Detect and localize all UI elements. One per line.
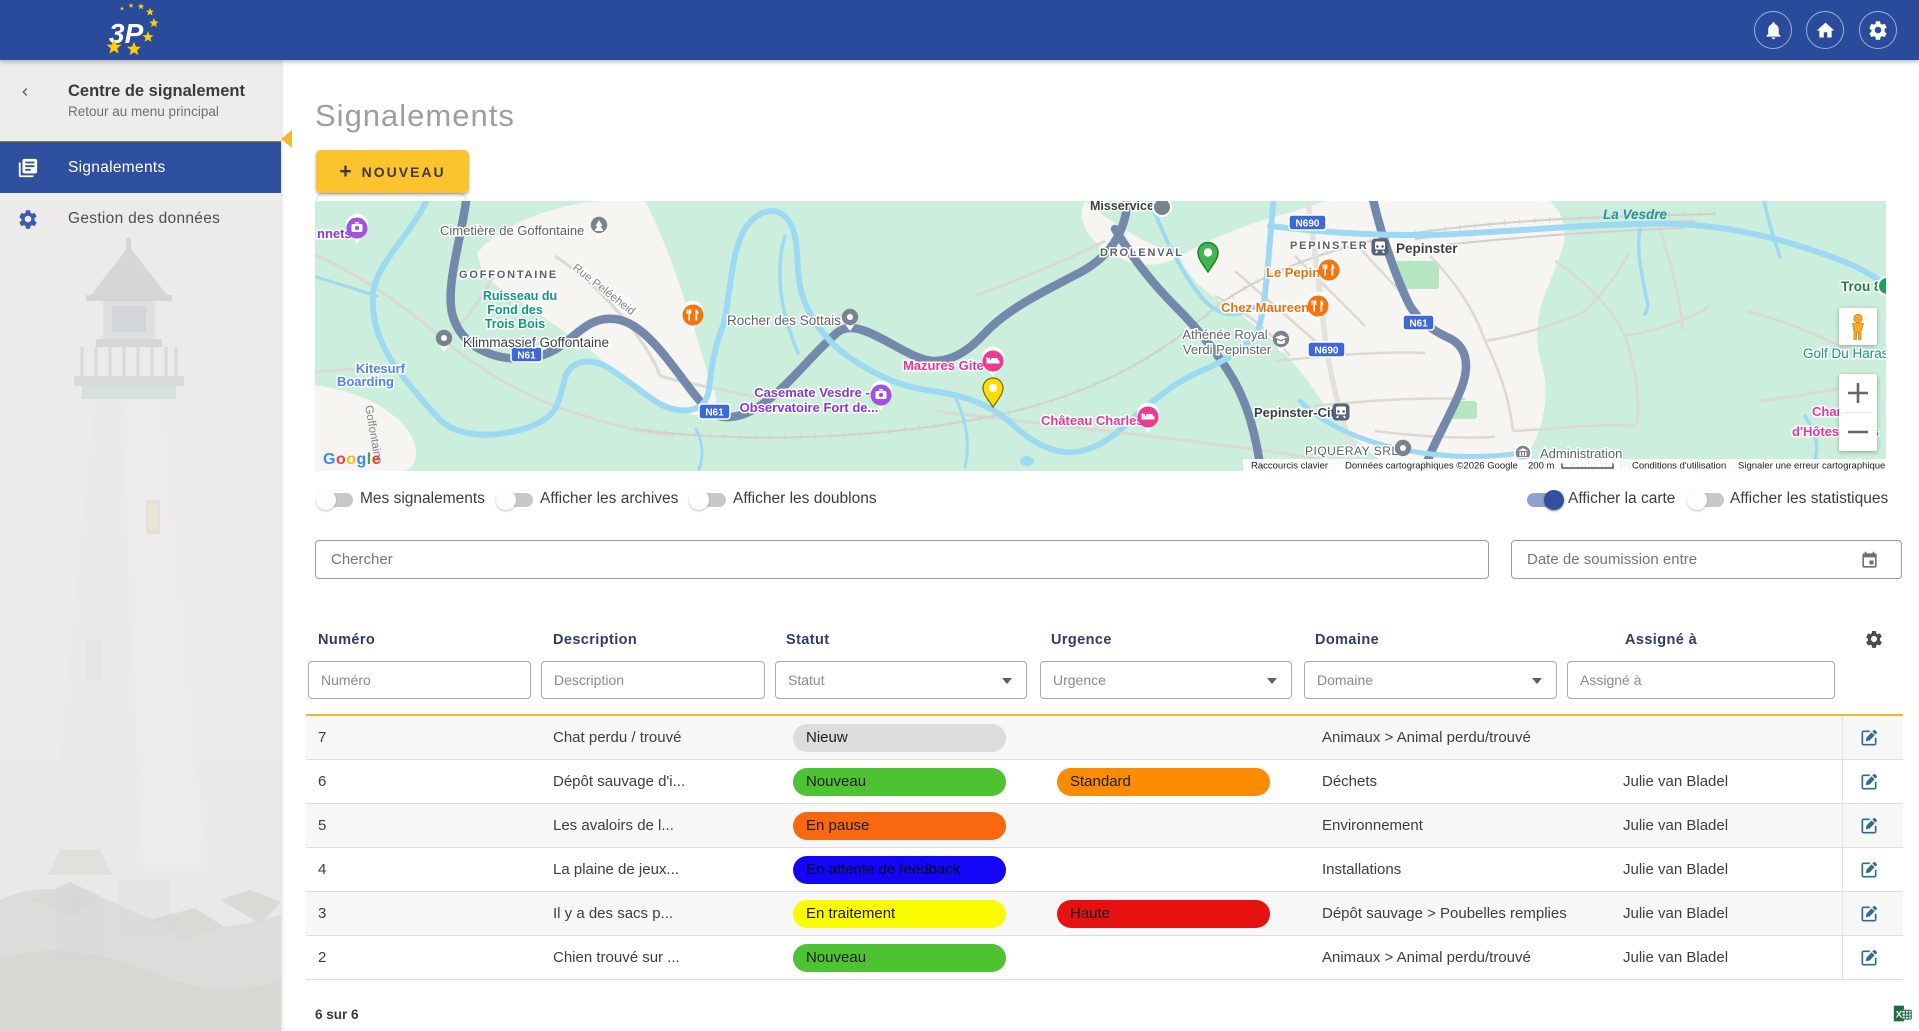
svg-text:Boarding: Boarding bbox=[337, 374, 394, 389]
svg-text:Pepinster-Cite: Pepinster-Cite bbox=[1254, 405, 1342, 420]
svg-text:Conditions d'utilisation: Conditions d'utilisation bbox=[1632, 461, 1726, 472]
svg-text:Trois Bois: Trois Bois bbox=[485, 317, 545, 331]
svg-text:Signaler une erreur cartograph: Signaler une erreur cartographique bbox=[1738, 461, 1885, 472]
svg-text:PIQUERAY SRL: PIQUERAY SRL bbox=[1305, 444, 1399, 458]
svg-text:Verdi Pepinster: Verdi Pepinster bbox=[1183, 342, 1272, 357]
svg-text:Klimmassief Goffontaine: Klimmassief Goffontaine bbox=[463, 335, 609, 350]
svg-text:GOFFONTAINE: GOFFONTAINE bbox=[459, 269, 558, 281]
svg-text:Kitesurf: Kitesurf bbox=[356, 361, 406, 376]
svg-text:N61: N61 bbox=[705, 408, 724, 419]
svg-text:Administration: Administration bbox=[1540, 446, 1622, 461]
svg-text:Observatoire Fort de...: Observatoire Fort de... bbox=[740, 400, 879, 415]
svg-text:Données cartographiques ©2026: Données cartographiques ©2026 Google bbox=[1345, 461, 1518, 472]
svg-text:N690: N690 bbox=[1315, 346, 1339, 357]
svg-text:Fond des: Fond des bbox=[487, 303, 543, 317]
svg-text:Casemate Vesdre -: Casemate Vesdre - bbox=[754, 385, 870, 400]
svg-text:Chez Maureen: Chez Maureen bbox=[1221, 300, 1309, 315]
svg-text:Raccourcis clavier: Raccourcis clavier bbox=[1251, 461, 1328, 472]
svg-text:Ruisseau du: Ruisseau du bbox=[483, 289, 557, 303]
svg-text:N690: N690 bbox=[1296, 219, 1320, 230]
svg-text:N61: N61 bbox=[1409, 319, 1428, 330]
svg-text:Google: Google bbox=[323, 451, 381, 468]
svg-text:X: X bbox=[1896, 1009, 1903, 1020]
svg-text:Trou 8: Trou 8 bbox=[1841, 279, 1882, 294]
svg-text:Misservice: Misservice bbox=[1090, 201, 1154, 213]
svg-text:200 m: 200 m bbox=[1528, 461, 1554, 472]
svg-text:PEPINSTER: PEPINSTER bbox=[1290, 240, 1369, 252]
svg-text:Golf Du Haras: Golf Du Haras bbox=[1803, 346, 1886, 361]
svg-text:N61: N61 bbox=[517, 351, 536, 362]
svg-text:Cimetière de Goffontaine: Cimetière de Goffontaine bbox=[440, 223, 584, 238]
svg-text:Athénée Royal: Athénée Royal bbox=[1182, 327, 1267, 342]
svg-text:Château Charles: Château Charles bbox=[1041, 413, 1144, 428]
svg-text:La Vesdre: La Vesdre bbox=[1603, 207, 1668, 222]
svg-text:Mazures Gite: Mazures Gite bbox=[903, 358, 984, 373]
svg-text:nnets: nnets bbox=[317, 226, 352, 241]
svg-text:Le Pepin: Le Pepin bbox=[1266, 265, 1320, 280]
svg-text:Rocher des Sottais: Rocher des Sottais bbox=[727, 313, 841, 328]
svg-text:DROLENVAL: DROLENVAL bbox=[1100, 247, 1184, 259]
svg-text:Pepinster: Pepinster bbox=[1396, 241, 1458, 256]
